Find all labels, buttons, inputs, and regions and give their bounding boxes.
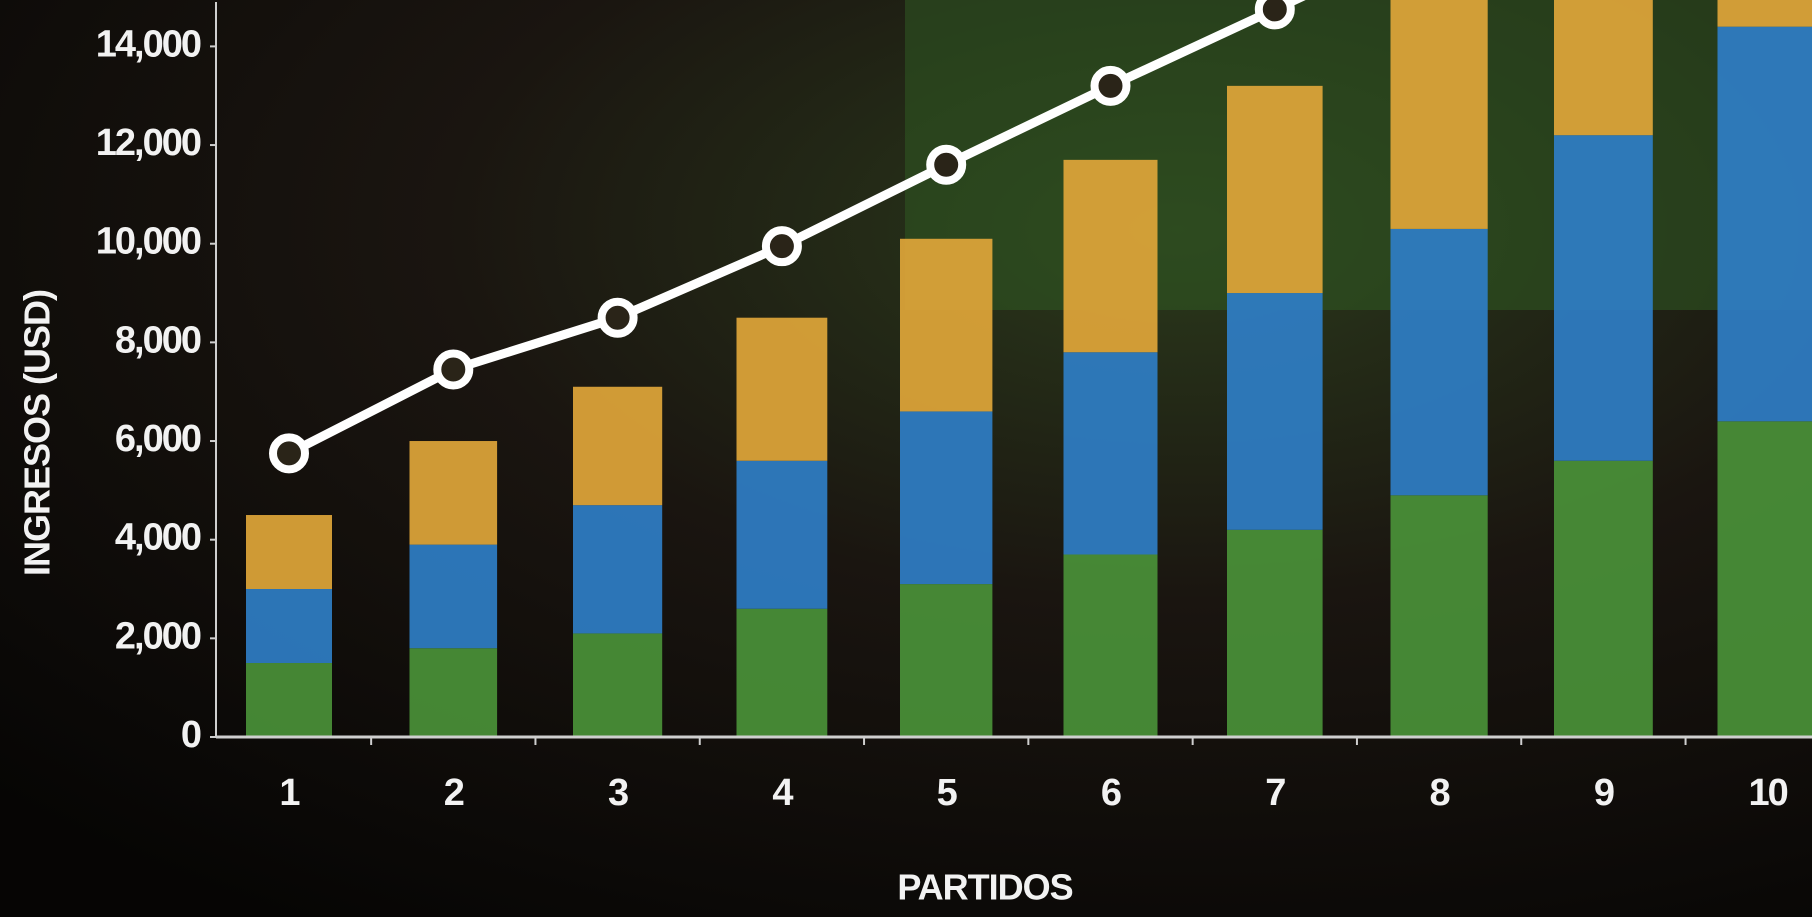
bar-segment [409,441,498,545]
bar-segment [1717,421,1812,737]
bar-segment [736,460,828,609]
bar-segment [246,663,332,737]
bar-segment [1227,293,1323,530]
bar-segment [1227,529,1323,737]
bar-segment [1717,0,1812,27]
bar-segment [573,633,663,737]
bar-segment [1390,0,1488,229]
x-tick-label: 3 [608,772,628,814]
x-axis-label: PARTIDOS [897,867,1072,908]
bar-segment [1063,554,1158,737]
y-tick-label: 2,000 [115,615,201,657]
line-marker [761,226,802,267]
bar-segment [900,238,993,412]
bar-segment [1554,0,1653,136]
x-tick-label: 7 [1265,772,1285,814]
bar-segment [736,608,828,737]
y-tick-label: 4,000 [115,517,201,559]
bar-segment [246,589,332,664]
bar-segment [1390,228,1488,496]
y-axis-label: INGRESOS (USD) [17,290,58,576]
y-tick-label: 12,000 [96,122,201,164]
bar-segment [1227,85,1323,294]
x-tick-label: 2 [444,772,464,814]
y-tick-label: 0 [181,714,201,756]
x-tick-label: 4 [772,772,793,814]
bar-segment [1063,352,1158,555]
line-marker [1254,0,1295,30]
bar-segment [409,648,498,737]
y-tick-label: 14,000 [96,23,201,65]
bar-segment [1063,159,1158,353]
x-tick-label: 8 [1430,772,1450,814]
bar-segment [900,411,993,585]
bar-segment [1717,26,1812,422]
y-tick-label: 8,000 [115,319,201,361]
bar-segment [573,505,663,634]
line-marker [1090,65,1131,106]
line-marker [597,297,638,338]
bar-segment [1554,460,1653,737]
y-tick-label: 10,000 [96,221,201,263]
bar-segment [573,386,663,506]
plot-area [246,0,1812,737]
bar-segment [409,544,498,649]
line [286,0,1306,458]
line-marker [269,433,309,474]
bar-segment [736,317,828,461]
x-tick-label: 10 [1749,772,1788,814]
x-tick-label: 5 [937,772,958,814]
bar-segment [900,584,993,737]
bar-segment [1390,495,1488,737]
x-tick-label: 9 [1594,772,1614,814]
y-tick-label: 6,000 [115,418,201,460]
line-marker [433,349,474,390]
background-pitch [905,0,1812,310]
x-tick-label: 6 [1101,772,1121,814]
bar-segment [246,515,332,590]
x-tick-label: 1 [279,772,300,814]
bar-segment [1554,135,1653,461]
line-marker [926,144,967,185]
